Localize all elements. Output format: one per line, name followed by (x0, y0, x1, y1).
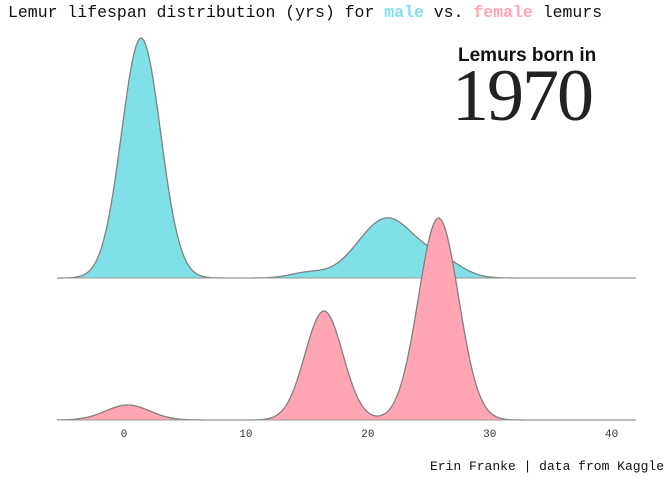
density-area-male (57, 38, 636, 279)
x-tick-label: 10 (239, 429, 252, 441)
title-female-word: female (473, 3, 533, 22)
x-tick-label: 40 (605, 429, 618, 441)
caption: Erin Franke | data from Kaggle (429, 459, 664, 474)
ridges-group (56, 37, 636, 421)
x-tick-label: 0 (121, 429, 128, 441)
x-tick-label: 20 (361, 429, 374, 441)
title-middle: vs. (423, 3, 474, 22)
title-prefix: Lemur lifespan distribution (yrs) for (8, 3, 385, 22)
density-area-female (57, 218, 636, 420)
x-axis: 0 10 20 30 40 (121, 429, 618, 441)
inset-subtitle: Lemurs born in (458, 45, 597, 66)
inset-year: 1970 (452, 55, 594, 137)
title-suffix: lemurs (532, 3, 603, 22)
title-male-word: male (384, 3, 424, 22)
chart-title: Lemur lifespan distribution (yrs) for ma… (8, 3, 668, 22)
x-tick-label: 30 (483, 429, 496, 441)
